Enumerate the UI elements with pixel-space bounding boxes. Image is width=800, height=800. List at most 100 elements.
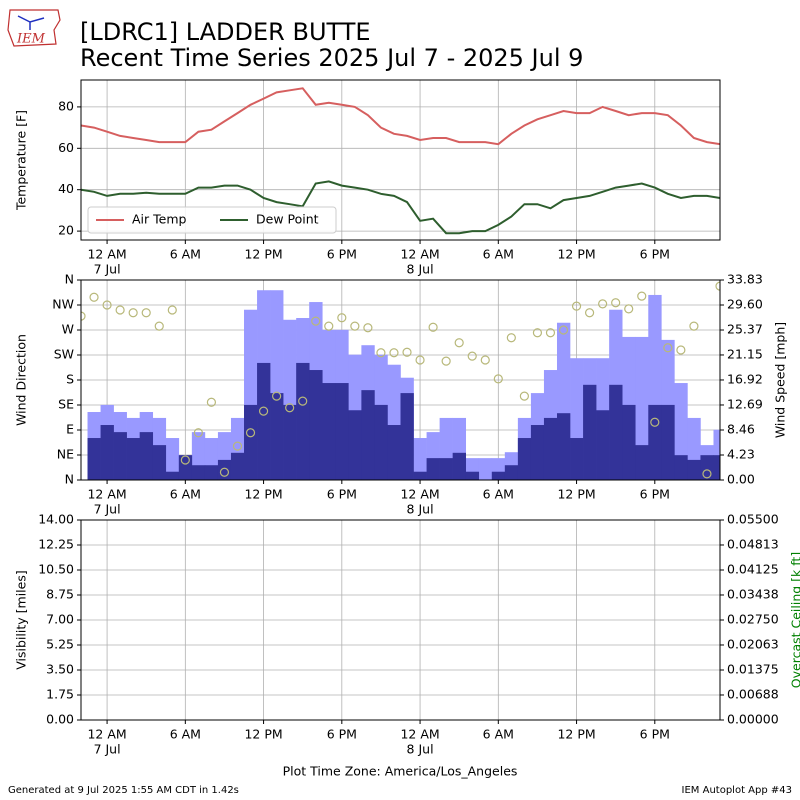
point xyxy=(441,356,451,366)
legend-label: Air Temp xyxy=(132,212,187,227)
x-tick-label: 12 PM xyxy=(244,727,282,742)
point xyxy=(493,374,503,384)
point xyxy=(558,325,569,335)
y-tick-label: NW xyxy=(52,297,74,312)
point xyxy=(376,348,386,358)
bar xyxy=(543,417,558,480)
x-tick-label: 6 AM xyxy=(483,487,514,502)
bar xyxy=(687,459,701,480)
bar xyxy=(713,455,720,480)
x-tick-label: 12 AM xyxy=(87,487,126,502)
point xyxy=(545,328,556,338)
x-tick-label: 6 AM xyxy=(483,247,514,262)
x-tick-label: 6 AM xyxy=(170,727,201,742)
x-tick-label: 6 AM xyxy=(170,247,201,262)
bar xyxy=(426,458,440,480)
y2-tick-label: 0.00000 xyxy=(727,712,779,727)
bar xyxy=(374,404,388,480)
bar xyxy=(648,404,662,480)
bar xyxy=(413,471,427,480)
bar xyxy=(335,383,349,480)
bar xyxy=(478,458,493,480)
y-tick-label: 3.50 xyxy=(46,662,74,677)
bar xyxy=(126,438,140,480)
y-tick-label: 0.00 xyxy=(46,712,74,727)
x-tick-date: 8 Jul xyxy=(407,742,434,757)
y-tick-label: 40 xyxy=(58,181,74,196)
point xyxy=(337,313,347,323)
bar xyxy=(635,445,649,480)
y-tick-label: 20 xyxy=(58,223,74,238)
bar xyxy=(348,410,362,480)
point xyxy=(154,321,164,331)
point xyxy=(454,338,464,348)
y2-tick-label: 25.37 xyxy=(727,322,763,337)
bar xyxy=(139,432,154,480)
point xyxy=(676,345,686,355)
point xyxy=(245,428,256,438)
data-line xyxy=(81,87,720,146)
x-tick-date: 7 Jul xyxy=(94,262,121,277)
point xyxy=(102,300,112,310)
y-tick-label: 5.25 xyxy=(46,637,74,652)
point xyxy=(415,355,425,365)
bar xyxy=(283,404,297,480)
y-tick-label: S xyxy=(66,372,74,387)
point xyxy=(467,351,477,361)
point xyxy=(702,469,712,479)
y2-axis-label: Wind Speed [mph] xyxy=(773,322,788,438)
footer-left: Generated at 9 Jul 2025 1:55 AM CDT in 1… xyxy=(8,785,239,796)
bar xyxy=(491,471,506,480)
point xyxy=(258,406,269,416)
x-tick-label: 12 PM xyxy=(557,247,595,262)
point xyxy=(532,328,543,338)
plot-frame xyxy=(80,279,721,481)
y2-tick-label: 0.03438 xyxy=(727,586,779,601)
x-tick-label: 6 AM xyxy=(483,727,514,742)
point xyxy=(389,348,399,358)
point xyxy=(428,322,438,332)
bar xyxy=(661,404,675,480)
y-tick-label: 80 xyxy=(58,98,74,113)
bar xyxy=(152,445,167,480)
y2-tick-label: 16.92 xyxy=(727,371,763,386)
x-tick-label: 6 PM xyxy=(640,727,670,742)
y-tick-label: 12.25 xyxy=(38,537,74,552)
data-line xyxy=(81,180,720,235)
chart-title: [LDRC1] LADDER BUTTE xyxy=(80,18,371,46)
bar xyxy=(178,455,193,480)
y2-tick-label: 0.04813 xyxy=(727,536,779,551)
bar xyxy=(387,425,401,480)
x-tick-date: 7 Jul xyxy=(94,502,121,517)
y-tick-label: N xyxy=(65,272,74,287)
point xyxy=(193,428,203,438)
point xyxy=(272,391,282,401)
bar xyxy=(609,384,623,480)
x-tick-date: 7 Jul xyxy=(94,742,121,757)
x-tick-label: 12 PM xyxy=(557,487,595,502)
bar xyxy=(309,370,323,480)
y2-tick-label: 0.00688 xyxy=(727,686,779,701)
y-tick-label: 7.00 xyxy=(46,612,74,627)
x-tick-date: 8 Jul xyxy=(407,502,434,517)
bar xyxy=(517,438,532,480)
y-tick-label: SE xyxy=(58,397,74,412)
bar xyxy=(204,465,219,480)
bar xyxy=(191,465,206,480)
y-tick-label: 14.00 xyxy=(38,512,74,527)
bar xyxy=(87,438,101,480)
y2-tick-label: 4.23 xyxy=(727,446,755,461)
bar xyxy=(583,384,597,480)
logo: IEM xyxy=(7,9,61,47)
point xyxy=(128,308,138,318)
y2-tick-label: 33.83 xyxy=(727,272,763,287)
point xyxy=(81,311,86,321)
bar xyxy=(530,425,545,480)
x-tick-label: 6 PM xyxy=(640,487,670,502)
bar xyxy=(322,383,336,480)
point xyxy=(584,308,595,318)
point xyxy=(350,321,360,331)
bar xyxy=(244,404,258,480)
x-tick-label: 12 AM xyxy=(400,487,439,502)
